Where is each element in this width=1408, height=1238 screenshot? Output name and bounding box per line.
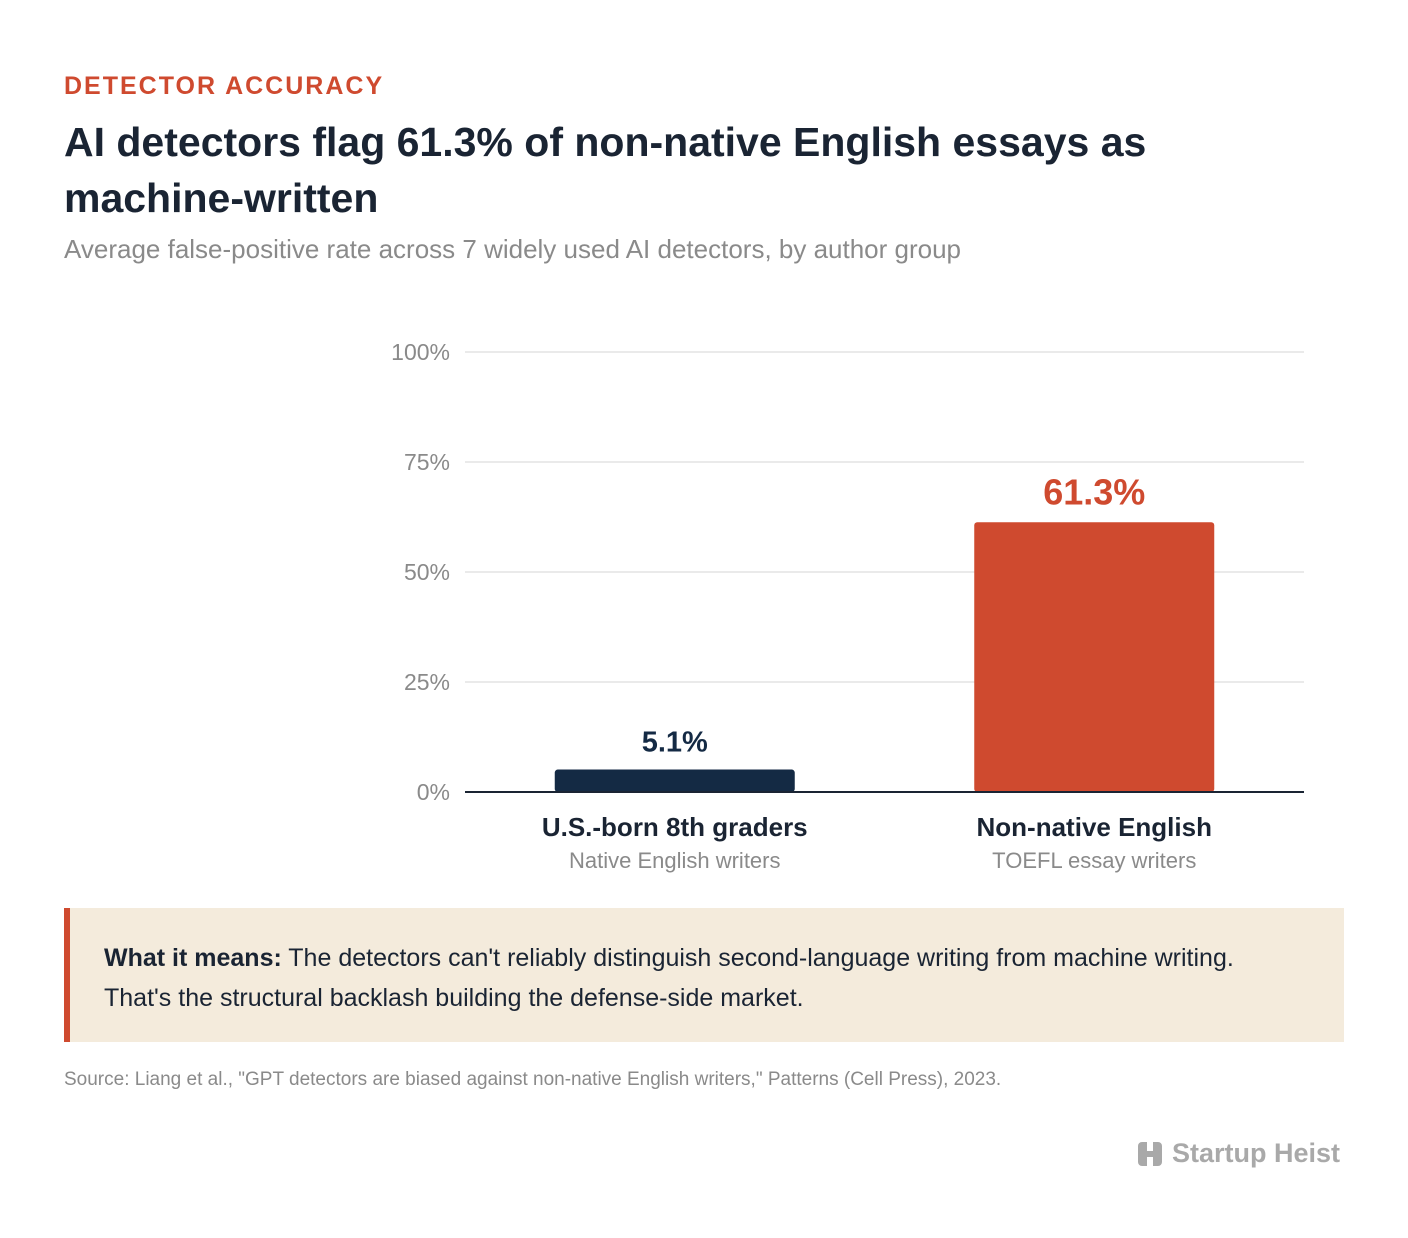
callout-lead: What it means: xyxy=(104,944,282,972)
brand-logo: Startup Heist xyxy=(1136,1138,1340,1169)
source-note: Source: Liang et al., "GPT detectors are… xyxy=(64,1069,1002,1090)
bars: 5.1% 61.3% xyxy=(554,471,1215,792)
y-tick-label: 75% xyxy=(404,449,450,475)
brand-name: Startup Heist xyxy=(1171,1138,1340,1168)
y-tick-label: 0% xyxy=(417,779,450,805)
bar-chart: 0% 25% 50% 75% 100% 5.1% 61.3% U.S.-born 8th … xyxy=(391,339,1304,873)
eyebrow-label: DETECTOR ACCURACY xyxy=(64,72,385,100)
chart-title: AI detectors flag 61.3% of non-native En… xyxy=(64,119,1147,221)
bar xyxy=(554,769,795,792)
callout-text: The detectors can't reliably distinguish… xyxy=(104,944,1234,1012)
chart-subtitle: Average false-positive rate across 7 wid… xyxy=(64,234,962,264)
category-labels: U.S.-born 8th graders Native English writ… xyxy=(542,812,1212,873)
bar-value-label: 61.3% xyxy=(1043,471,1145,512)
startup-heist-logo-icon xyxy=(1137,1141,1162,1166)
category-label: Non-native English xyxy=(977,812,1212,842)
y-axis-ticks: 0% 25% 50% 75% 100% xyxy=(391,339,450,805)
bar xyxy=(974,522,1215,792)
y-tick-label: 100% xyxy=(391,339,450,365)
category-sublabel: Native English writers xyxy=(569,848,781,873)
y-tick-label: 50% xyxy=(404,559,450,585)
category-label: U.S.-born 8th graders xyxy=(542,812,808,842)
bar-value-label: 5.1% xyxy=(642,727,708,759)
insight-callout: What it means: The detectors can't relia… xyxy=(64,908,1344,1042)
category-sublabel: TOEFL essay writers xyxy=(992,848,1196,873)
y-tick-label: 25% xyxy=(404,669,450,695)
